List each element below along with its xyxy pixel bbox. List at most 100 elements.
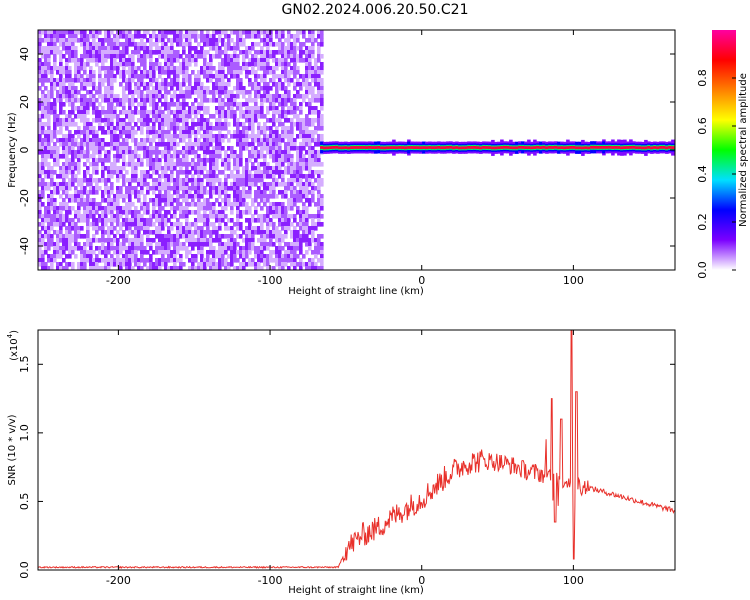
heatmap-cell	[206, 214, 210, 219]
heatmap-cell	[209, 38, 213, 43]
heatmap-cell	[38, 130, 42, 135]
heatmap-cell	[38, 66, 42, 71]
heatmap-cell	[65, 242, 69, 247]
heatmap-cell	[107, 78, 111, 83]
heatmap-cell	[119, 166, 123, 171]
heatmap-cell	[44, 62, 48, 67]
heatmap-cell	[638, 146, 642, 150]
heatmap-cell	[257, 254, 261, 259]
heatmap-cell	[98, 142, 102, 147]
heatmap-cell	[488, 146, 492, 149]
heatmap-cell	[140, 118, 144, 123]
heatmap-cell	[110, 170, 114, 175]
heatmap-cell	[68, 230, 72, 235]
heatmap-cell	[227, 186, 231, 191]
heatmap-cell	[212, 170, 216, 175]
heatmap-cell	[263, 50, 267, 55]
heatmap-cell	[209, 42, 213, 47]
heatmap-cell	[212, 38, 216, 43]
heatmap-cell	[50, 34, 54, 39]
heatmap-cell	[83, 162, 87, 167]
heatmap-cell	[50, 222, 54, 227]
heatmap-cell	[65, 182, 69, 187]
heatmap-cell	[203, 158, 207, 163]
heatmap-cell	[308, 58, 312, 63]
heatmap-cell	[110, 262, 114, 267]
heatmap-cell	[257, 130, 261, 135]
heatmap-cell	[80, 138, 84, 143]
colorbar-tick-label: 0.2	[696, 213, 709, 231]
heatmap-cell	[260, 234, 264, 239]
heatmap-cell	[41, 66, 45, 71]
heatmap-cell	[284, 182, 288, 187]
heatmap-cell	[203, 218, 207, 223]
heatmap-cell	[77, 110, 81, 115]
heatmap-cell	[83, 62, 87, 67]
heatmap-cell	[254, 78, 258, 83]
heatmap-cell	[188, 46, 192, 51]
heatmap-cell	[167, 202, 171, 207]
heatmap-cell	[41, 70, 45, 75]
heatmap-cell	[320, 182, 324, 187]
heatmap-cell	[68, 178, 72, 183]
heatmap-cell	[212, 150, 216, 155]
heatmap-cell	[53, 162, 57, 167]
heatmap-cell	[59, 98, 63, 103]
heatmap-cell	[290, 166, 294, 171]
heatmap-cell	[275, 250, 279, 255]
heatmap-cell	[251, 70, 255, 75]
heatmap-cell	[44, 86, 48, 91]
heatmap-cell	[197, 194, 201, 199]
heatmap-cell	[314, 202, 318, 207]
heatmap-cell	[311, 214, 315, 219]
heatmap-cell	[131, 258, 135, 263]
heatmap-cell	[224, 42, 228, 47]
heatmap-cell	[47, 146, 51, 151]
heatmap-cell	[56, 250, 60, 255]
heatmap-cell	[176, 98, 180, 103]
heatmap-cell	[134, 130, 138, 135]
heatmap-cell	[164, 194, 168, 199]
heatmap-cell	[260, 246, 264, 251]
heatmap-cell	[257, 194, 261, 199]
heatmap-cell	[134, 50, 138, 55]
heatmap-cell	[143, 110, 147, 115]
heatmap-cell	[272, 54, 276, 59]
heatmap-cell	[209, 138, 213, 143]
heatmap-cell	[299, 214, 303, 219]
heatmap-cell	[305, 94, 309, 99]
heatmap-cell	[266, 66, 270, 71]
heatmap-cell	[98, 154, 102, 159]
heatmap-cell	[215, 210, 219, 215]
heatmap-cell	[269, 42, 273, 47]
heatmap-cell	[143, 178, 147, 183]
heatmap-cell	[44, 234, 48, 239]
heatmap-cell	[302, 230, 306, 235]
heatmap-cell	[188, 202, 192, 207]
heatmap-cell	[74, 178, 78, 183]
heatmap-cell	[185, 186, 189, 191]
heatmap-cell	[137, 90, 141, 95]
heatmap-cell	[95, 46, 99, 51]
heatmap-cell	[185, 174, 189, 179]
heatmap-cell	[170, 178, 174, 183]
heatmap-cell	[155, 242, 159, 247]
heatmap-cell	[365, 146, 369, 149]
heatmap-cell	[38, 42, 42, 47]
heatmap-cell	[269, 130, 273, 135]
heatmap-cell	[305, 198, 309, 203]
heatmap-cell	[113, 202, 117, 207]
heatmap-cell	[296, 170, 300, 175]
heatmap-cell	[185, 90, 189, 95]
heatmap-cell	[86, 214, 90, 219]
heatmap-cell	[164, 150, 168, 155]
heatmap-cell	[302, 134, 306, 139]
heatmap-cell	[98, 146, 102, 151]
heatmap-cell	[194, 54, 198, 59]
heatmap-cell	[179, 106, 183, 111]
heatmap-cell	[245, 110, 249, 115]
heatmap-cell	[119, 42, 123, 47]
heatmap-cell	[56, 114, 60, 119]
heatmap-cell	[44, 162, 48, 167]
heatmap-cell	[188, 266, 192, 270]
